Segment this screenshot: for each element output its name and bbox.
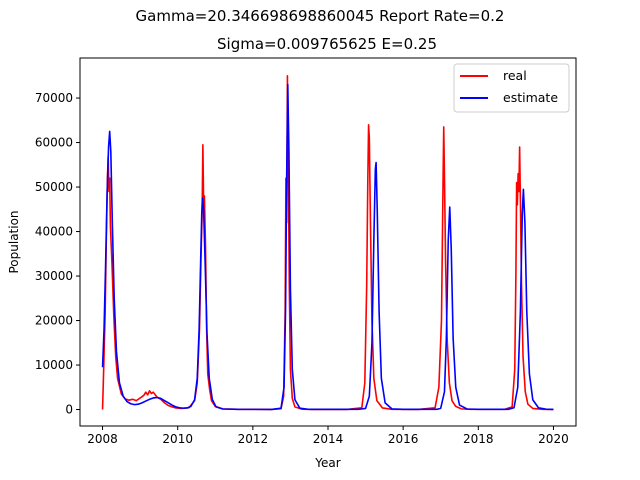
legend: real estimate (453, 63, 570, 113)
x-tick-label: 2018 (463, 432, 494, 446)
legend-label-estimate: estimate (503, 90, 558, 105)
y-tick-label: 40000 (35, 225, 73, 239)
y-axis: 0 10000 20000 30000 40000 50000 60000 70000 (35, 91, 80, 417)
y-tick-label: 20000 (35, 314, 73, 328)
y-tick-label: 70000 (35, 91, 73, 105)
y-tick-label: 0 (65, 403, 73, 417)
x-tick-label: 2014 (313, 432, 344, 446)
x-axis-label: Year (314, 456, 340, 470)
x-tick-label: 2016 (388, 432, 419, 446)
chart-title-line-2: Sigma=0.009765625 E=0.25 (217, 35, 437, 53)
plot-area (101, 75, 554, 411)
y-axis-label: Population (7, 210, 21, 273)
y-tick-label: 10000 (35, 358, 73, 372)
chart-title-line-1: Gamma=20.346698698860045 Report Rate=0.2 (136, 7, 505, 25)
x-tick-label: 2012 (238, 432, 269, 446)
y-tick-label: 50000 (35, 180, 73, 194)
series-line-estimate (101, 83, 554, 411)
series-layer (101, 75, 554, 411)
x-tick-label: 2020 (538, 432, 569, 446)
y-tick-label: 30000 (35, 269, 73, 283)
legend-label-real: real (503, 68, 527, 83)
x-axis: 2008 2010 2012 2014 2016 2018 2020 (87, 426, 569, 446)
x-tick-label: 2008 (87, 432, 118, 446)
x-tick-label: 2010 (162, 432, 193, 446)
y-tick-label: 60000 (35, 136, 73, 150)
